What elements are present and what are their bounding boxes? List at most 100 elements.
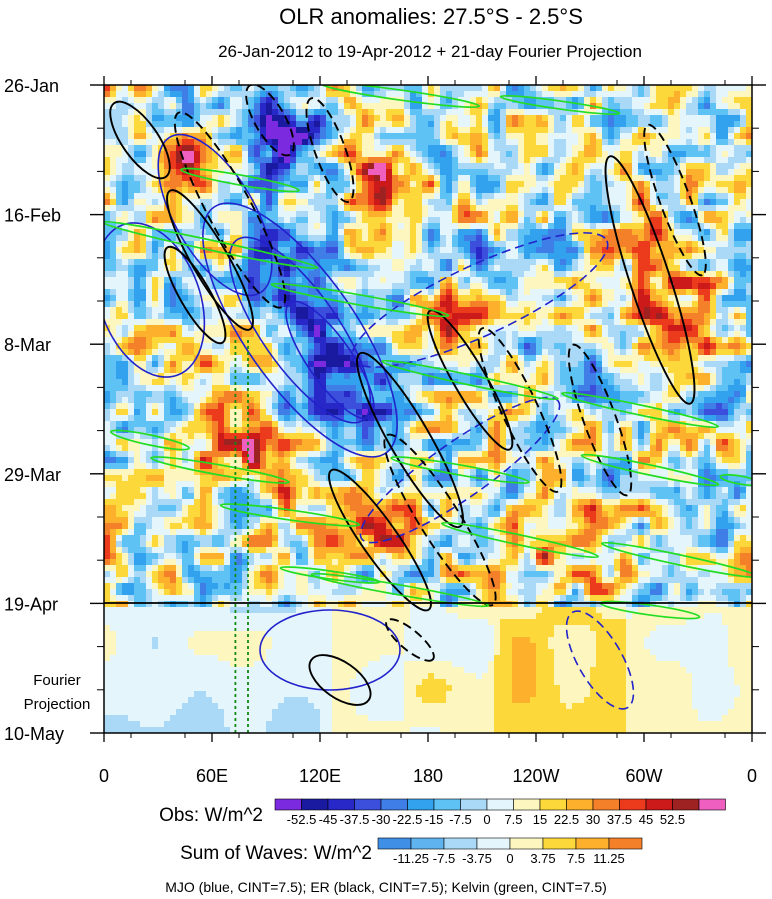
obs-cell	[200, 181, 207, 188]
obs-cell	[212, 103, 219, 110]
obs-cell	[122, 295, 129, 302]
obs-cell	[710, 307, 717, 314]
obs-cell	[356, 337, 363, 344]
obs-cell	[608, 289, 615, 296]
obs-cell	[374, 121, 381, 128]
obs-cell	[128, 265, 135, 272]
obs-cell	[230, 103, 237, 110]
obs-cell	[176, 349, 183, 356]
obs-cell	[668, 331, 675, 338]
obs-cell	[350, 283, 357, 290]
obs-cell	[344, 337, 351, 344]
obs-cell	[122, 91, 129, 98]
obs-cell	[452, 283, 459, 290]
obs-cell	[356, 295, 363, 302]
obs-cell	[542, 277, 549, 284]
obs-cell	[338, 337, 345, 344]
obs-cell	[302, 169, 309, 176]
obs-cell	[536, 337, 543, 344]
obs-cell	[194, 163, 201, 170]
obs-cell	[110, 193, 117, 200]
obs-cell	[278, 199, 285, 206]
obs-cell	[314, 319, 321, 326]
obs-cell	[254, 325, 261, 332]
obs-cell	[446, 121, 453, 128]
obs-cell	[740, 85, 747, 92]
obs-cell	[152, 283, 159, 290]
obs-cell	[560, 85, 567, 92]
obs-cell	[560, 301, 567, 308]
obs-cell	[104, 343, 111, 350]
obs-cell	[590, 163, 597, 170]
obs-cell	[506, 253, 513, 260]
obs-cell	[326, 91, 333, 98]
obs-cell	[356, 121, 363, 128]
obs-cell	[182, 319, 189, 326]
obs-cell	[500, 331, 507, 338]
obs-cell	[386, 115, 393, 122]
obs-cell	[374, 157, 381, 164]
obs-cell	[428, 127, 435, 134]
obs-cell	[596, 133, 603, 140]
obs-cell	[308, 151, 315, 158]
obs-cell	[722, 241, 729, 248]
obs-cell	[452, 355, 459, 362]
obs-cell	[236, 325, 243, 332]
obs-cell	[392, 235, 399, 242]
obs-cell	[746, 163, 752, 170]
obs-cell	[734, 169, 741, 176]
obs-cell	[524, 91, 531, 98]
obs-cell	[368, 349, 375, 356]
obs-cell	[512, 121, 519, 128]
obs-cell	[716, 205, 723, 212]
obs-cell	[290, 91, 297, 98]
obs-cell	[266, 199, 273, 206]
obs-cell	[338, 151, 345, 158]
obs-cell	[512, 241, 519, 248]
obs-cell	[614, 193, 621, 200]
obs-cell	[668, 241, 675, 248]
obs-cell	[518, 283, 525, 290]
obs-cell	[614, 223, 621, 230]
obs-cell	[596, 283, 603, 290]
obs-cell	[638, 343, 645, 350]
obs-cell	[188, 235, 195, 242]
obs-cell	[722, 133, 729, 140]
obs-cell	[602, 343, 609, 350]
obs-cell	[662, 229, 669, 236]
obs-cell	[182, 127, 189, 134]
obs-cell	[212, 115, 219, 122]
obs-cell	[716, 271, 723, 278]
obs-cell	[368, 187, 375, 194]
obs-cell	[584, 145, 591, 152]
obs-cell	[632, 217, 639, 224]
obs-cell	[290, 217, 297, 224]
obs-cell	[146, 235, 153, 242]
obs-cell	[386, 301, 393, 308]
obs-cell	[344, 139, 351, 146]
obs-cell	[302, 229, 309, 236]
obs-cell	[332, 157, 339, 164]
obs-cell	[266, 103, 273, 110]
obs-cell	[458, 205, 465, 212]
obs-cell	[548, 199, 555, 206]
obs-cell	[704, 223, 711, 230]
obs-cell	[722, 211, 729, 218]
obs-cell	[716, 355, 723, 362]
obs-cell	[518, 259, 525, 266]
obs-cell	[326, 187, 333, 194]
obs-cell	[584, 157, 591, 164]
obs-cell	[698, 127, 705, 134]
obs-cell	[500, 289, 507, 296]
obs-cell	[338, 169, 345, 176]
obs-cell	[284, 97, 291, 104]
obs-cell	[602, 355, 609, 362]
obs-cell	[242, 127, 249, 134]
obs-cell	[626, 97, 633, 104]
obs-cell	[494, 139, 501, 146]
obs-cell	[554, 193, 561, 200]
obs-cell	[254, 223, 261, 230]
obs-cell	[308, 313, 315, 320]
obs-cell	[428, 343, 435, 350]
obs-cell	[668, 175, 675, 182]
